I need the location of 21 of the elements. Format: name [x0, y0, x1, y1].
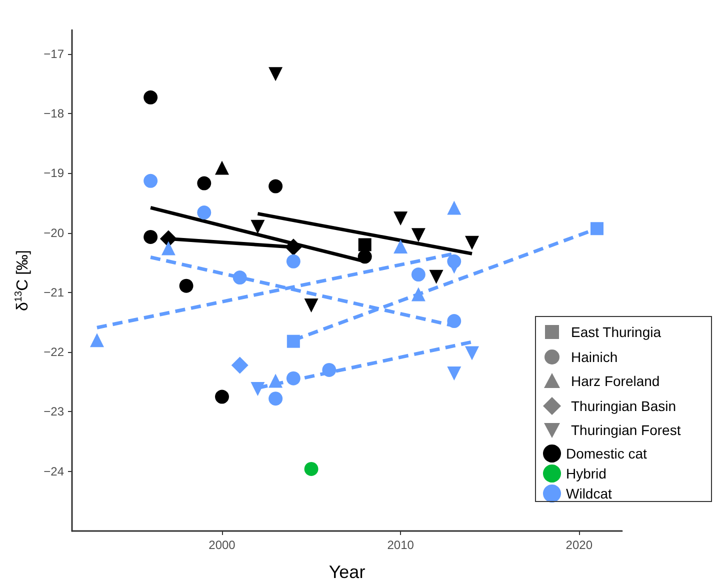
annotation: East Thuringia — [571, 324, 662, 340]
legend-label: Hybrid — [566, 466, 606, 482]
y-tick-label: −18 — [44, 106, 64, 120]
x-tick-label: 2010 — [387, 538, 414, 552]
y-tick-label: −20 — [44, 226, 64, 240]
x-axis-title: Year — [328, 562, 366, 582]
y-tick-label: −22 — [44, 345, 64, 360]
annotation: Thuringian Forest — [571, 422, 681, 438]
y-tick-label: −17 — [44, 46, 64, 61]
y-tick-label: −21 — [44, 285, 64, 300]
y-tick-label: −24 — [44, 464, 64, 478]
legend-label: Domestic cat — [566, 446, 648, 462]
y-tick-label: −23 — [44, 404, 64, 419]
annotation: Hainich — [571, 348, 618, 364]
x-tick-label: 2000 — [208, 538, 236, 552]
y-tick-label: −19 — [44, 166, 64, 180]
x-tick-label: 2020 — [566, 538, 593, 552]
annotation: Thuringian Basin — [571, 398, 676, 414]
annotation: Harz Foreland — [571, 373, 660, 389]
y-axis-title: δ13C [‰] — [14, 250, 32, 311]
legend-label: Wildcat — [566, 486, 612, 502]
